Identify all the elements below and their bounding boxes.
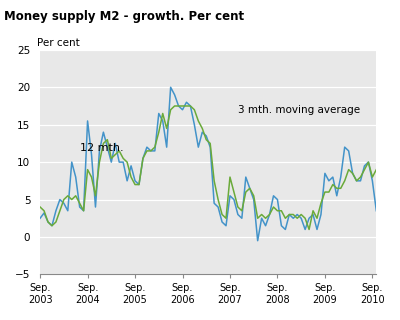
Text: 12 mth.: 12 mth. — [80, 143, 123, 153]
Text: Per cent: Per cent — [37, 38, 80, 48]
Text: Money supply M2 - growth. Per cent: Money supply M2 - growth. Per cent — [4, 10, 244, 23]
Text: 3 mth. moving average: 3 mth. moving average — [238, 106, 360, 116]
